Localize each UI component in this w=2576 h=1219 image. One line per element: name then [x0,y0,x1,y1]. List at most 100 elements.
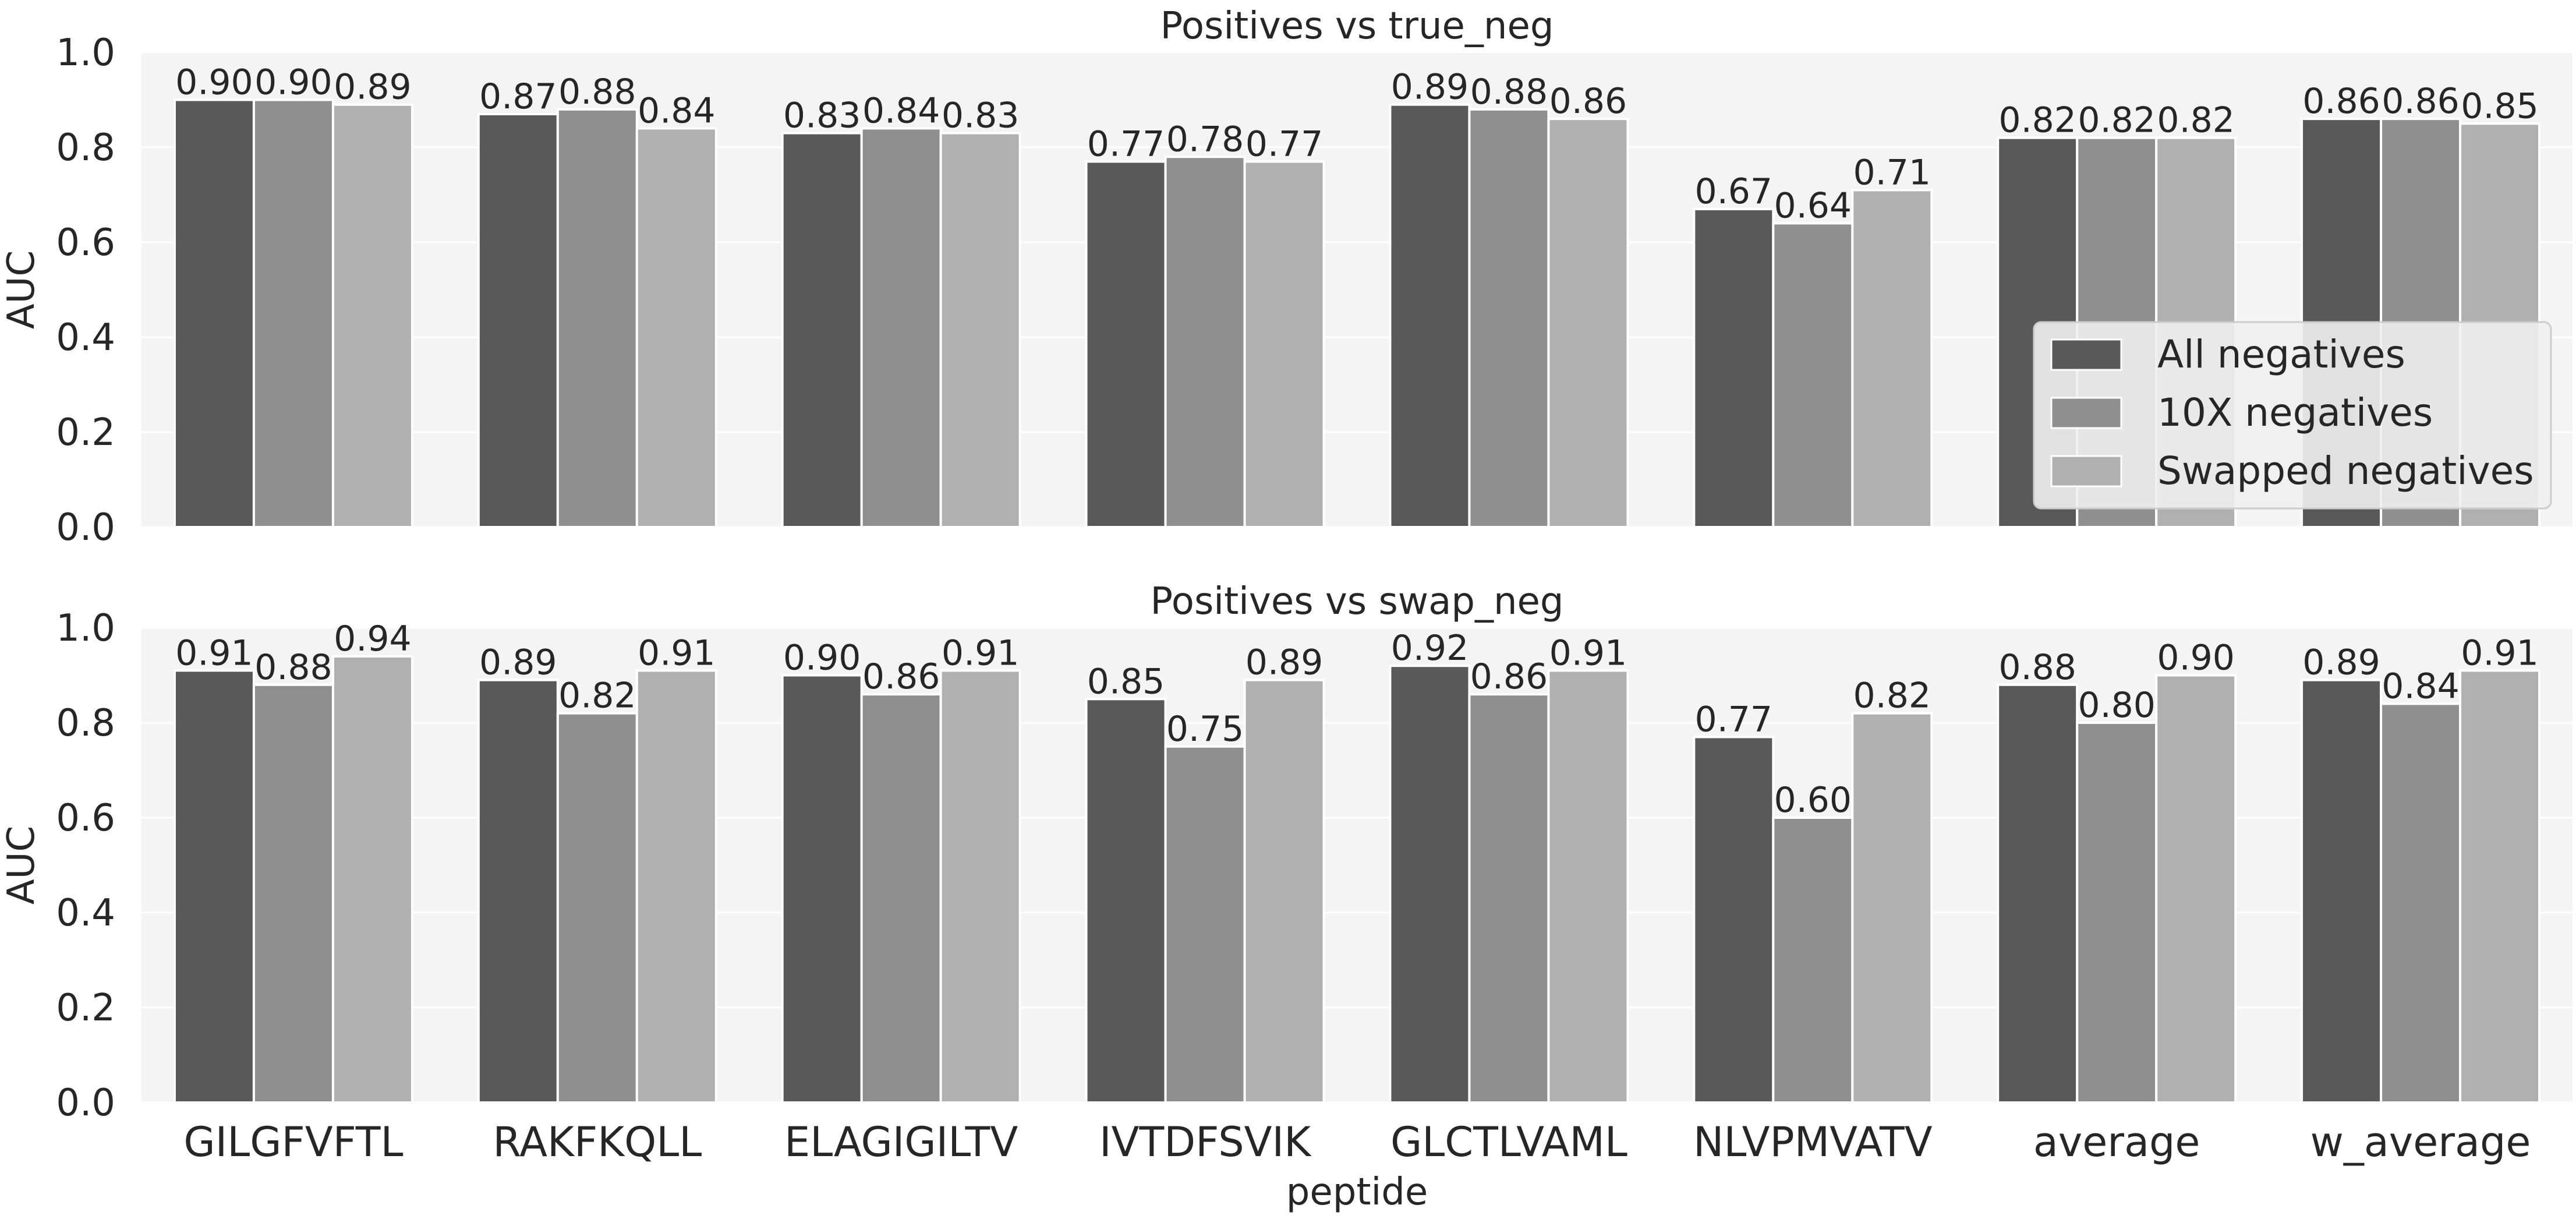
bar-value-label: 0.77 [1695,699,1773,740]
bar-value-label: 0.67 [1695,171,1773,212]
bar-value-label: 0.77 [1245,123,1324,164]
bar [2076,722,2158,1104]
legend-swatch [2050,397,2122,429]
bar-value-label: 0.82 [2078,100,2156,141]
y-tick-label: 0.6 [56,221,115,264]
panel-title: Positives vs true_neg [1160,5,1554,48]
bar-value-label: 0.88 [254,647,332,688]
bar-value-label: 0.83 [783,96,861,136]
bar-value-label: 0.87 [479,76,557,117]
x-tick-label: average [2033,1118,2200,1166]
y-tick-label: 0.6 [56,797,115,840]
bar [173,98,255,528]
bar-value-label: 0.88 [1998,647,2076,688]
bar-value-label: 0.60 [1774,780,1852,821]
bar-value-label: 0.89 [479,642,557,683]
bar-value-label: 0.92 [1391,628,1469,669]
y-tick-label: 0.4 [56,316,115,359]
bar [252,98,334,528]
bar-value-label: 0.86 [2302,81,2380,122]
bar-value-label: 0.64 [1774,185,1852,226]
bar [1693,736,1775,1104]
bar-value-label: 0.85 [2461,86,2539,126]
legend-label: 10X negatives [2157,390,2433,435]
bar [1243,679,1325,1104]
bar-value-label: 0.85 [1087,661,1165,702]
bar-value-label: 0.71 [1853,152,1931,193]
bar [1085,698,1167,1104]
legend-swatch [2050,455,2122,487]
bar-value-label: 0.90 [2157,638,2235,679]
bar-value-label: 0.89 [1391,67,1469,108]
x-tick-label: RAKFKQLL [493,1118,702,1166]
bar [1997,683,2079,1104]
bar-value-label: 0.88 [558,72,636,112]
bar [556,108,638,529]
bar-value-label: 0.90 [175,62,253,103]
x-tick-label: w_average [2310,1118,2531,1166]
bar [860,127,942,528]
bar [635,669,717,1104]
bar [1468,693,1550,1104]
bar-value-label: 0.80 [2078,685,2156,726]
bar-value-label: 0.91 [1549,633,1627,673]
x-tick-label: GILGFVFTL [183,1118,403,1166]
bar-value-label: 0.86 [862,656,940,697]
bar-value-label: 0.84 [2382,666,2460,706]
bar-value-label: 0.82 [2157,100,2235,141]
bar-value-label: 0.94 [334,619,412,659]
x-tick-label: ELAGIGILTV [784,1118,1018,1166]
x-tick-label: GLCTLVAML [1390,1118,1627,1166]
bar [1243,160,1325,528]
bar-value-label: 0.82 [1998,100,2076,141]
y-tick-label: 0.0 [56,1082,115,1125]
bar [331,103,413,528]
bar [939,669,1021,1104]
bar-value-label: 0.89 [1245,642,1324,683]
legend-label: Swapped negatives [2157,448,2534,493]
bar [252,683,334,1104]
bar-value-label: 0.91 [942,633,1020,673]
bar [635,127,717,528]
x-tick-label: NLVPMVATV [1693,1118,1933,1166]
bar-value-label: 0.88 [1470,72,1548,112]
legend-label: All negatives [2157,332,2405,377]
bar-value-label: 0.84 [862,90,940,131]
bar [860,693,942,1104]
y-tick-label: 0.4 [56,892,115,935]
bar-value-label: 0.82 [1853,676,1931,716]
bar [2155,674,2237,1104]
y-tick-label: 0.8 [56,702,115,745]
bar [331,655,413,1104]
bar [2301,679,2383,1104]
y-tick-label: 1.0 [56,607,115,650]
y-tick-label: 0.2 [56,411,115,454]
bar-value-label: 0.77 [1087,123,1165,164]
bar [939,132,1021,529]
bar [1389,103,1471,528]
bar [781,132,863,529]
y-tick-label: 1.0 [56,31,115,75]
bar-value-label: 0.91 [2461,633,2539,673]
bar [1772,817,1854,1104]
bar-value-label: 0.90 [254,62,332,103]
bar [1547,669,1629,1104]
bar [2380,702,2462,1104]
bar [1851,189,1933,529]
bar [173,669,255,1104]
bar [1164,745,1246,1104]
panel-title: Positives vs swap_neg [1150,580,1563,623]
bar [556,712,638,1104]
legend-box [2033,321,2552,510]
x-axis-title: peptide [1286,1171,1428,1214]
bar-value-label: 0.83 [942,96,1020,136]
bar-value-label: 0.82 [558,676,636,716]
bar-value-label: 0.86 [1549,81,1627,122]
bar [1851,712,1933,1104]
y-tick-label: 0.8 [56,126,115,169]
bar-value-label: 0.86 [1470,656,1548,697]
bar [1547,118,1629,529]
bar-value-label: 0.91 [175,633,253,673]
bar [1085,160,1167,528]
